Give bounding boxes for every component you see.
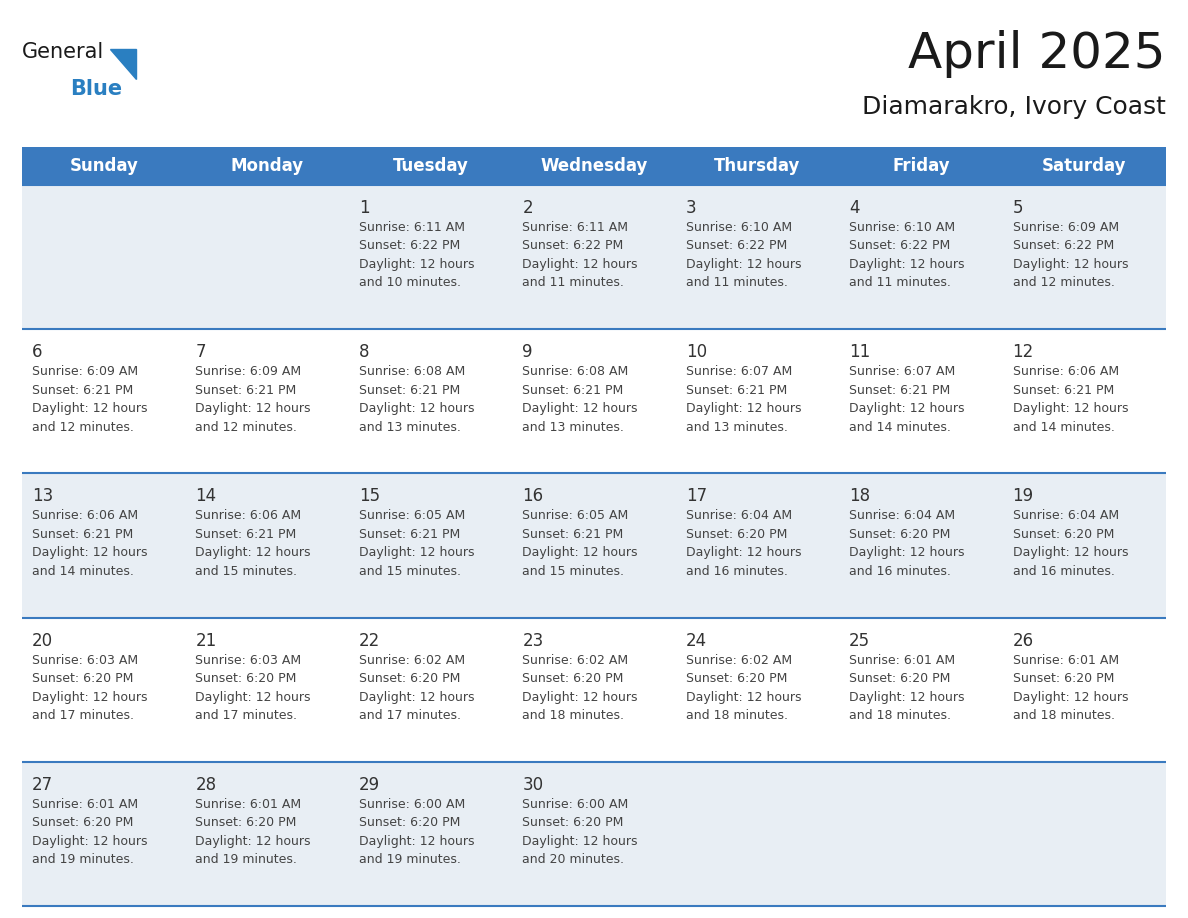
Text: General: General bbox=[23, 42, 105, 62]
Text: Sunrise: 6:09 AM
Sunset: 6:21 PM
Daylight: 12 hours
and 12 minutes.: Sunrise: 6:09 AM Sunset: 6:21 PM Dayligh… bbox=[32, 365, 147, 433]
Text: Sunrise: 6:09 AM
Sunset: 6:21 PM
Daylight: 12 hours
and 12 minutes.: Sunrise: 6:09 AM Sunset: 6:21 PM Dayligh… bbox=[196, 365, 311, 433]
Text: 4: 4 bbox=[849, 199, 860, 217]
Bar bbox=[23, 762, 1165, 906]
Text: Saturday: Saturday bbox=[1042, 157, 1126, 175]
Text: Friday: Friday bbox=[892, 157, 949, 175]
Text: Sunrise: 6:11 AM
Sunset: 6:22 PM
Daylight: 12 hours
and 10 minutes.: Sunrise: 6:11 AM Sunset: 6:22 PM Dayligh… bbox=[359, 221, 474, 289]
Text: 7: 7 bbox=[196, 343, 206, 361]
Bar bbox=[23, 618, 1165, 762]
Text: Sunrise: 6:02 AM
Sunset: 6:20 PM
Daylight: 12 hours
and 18 minutes.: Sunrise: 6:02 AM Sunset: 6:20 PM Dayligh… bbox=[523, 654, 638, 722]
Text: Sunrise: 6:01 AM
Sunset: 6:20 PM
Daylight: 12 hours
and 18 minutes.: Sunrise: 6:01 AM Sunset: 6:20 PM Dayligh… bbox=[849, 654, 965, 722]
Text: 25: 25 bbox=[849, 632, 871, 650]
Text: Sunrise: 6:04 AM
Sunset: 6:20 PM
Daylight: 12 hours
and 16 minutes.: Sunrise: 6:04 AM Sunset: 6:20 PM Dayligh… bbox=[849, 509, 965, 578]
Text: 3: 3 bbox=[685, 199, 696, 217]
Text: Sunrise: 6:05 AM
Sunset: 6:21 PM
Daylight: 12 hours
and 15 minutes.: Sunrise: 6:05 AM Sunset: 6:21 PM Dayligh… bbox=[359, 509, 474, 578]
Text: 19: 19 bbox=[1012, 487, 1034, 506]
Text: 6: 6 bbox=[32, 343, 43, 361]
Text: 20: 20 bbox=[32, 632, 53, 650]
Text: Blue: Blue bbox=[70, 79, 122, 99]
Text: Sunrise: 6:01 AM
Sunset: 6:20 PM
Daylight: 12 hours
and 18 minutes.: Sunrise: 6:01 AM Sunset: 6:20 PM Dayligh… bbox=[1012, 654, 1129, 722]
Text: Sunrise: 6:04 AM
Sunset: 6:20 PM
Daylight: 12 hours
and 16 minutes.: Sunrise: 6:04 AM Sunset: 6:20 PM Dayligh… bbox=[685, 509, 801, 578]
Text: Sunrise: 6:01 AM
Sunset: 6:20 PM
Daylight: 12 hours
and 19 minutes.: Sunrise: 6:01 AM Sunset: 6:20 PM Dayligh… bbox=[32, 798, 147, 867]
Text: 18: 18 bbox=[849, 487, 871, 506]
Text: Sunrise: 6:06 AM
Sunset: 6:21 PM
Daylight: 12 hours
and 15 minutes.: Sunrise: 6:06 AM Sunset: 6:21 PM Dayligh… bbox=[196, 509, 311, 578]
Text: Sunrise: 6:11 AM
Sunset: 6:22 PM
Daylight: 12 hours
and 11 minutes.: Sunrise: 6:11 AM Sunset: 6:22 PM Dayligh… bbox=[523, 221, 638, 289]
Text: Diamarakro, Ivory Coast: Diamarakro, Ivory Coast bbox=[862, 95, 1165, 119]
Text: Thursday: Thursday bbox=[714, 157, 801, 175]
Text: 15: 15 bbox=[359, 487, 380, 506]
Text: 1: 1 bbox=[359, 199, 369, 217]
Text: 16: 16 bbox=[523, 487, 543, 506]
Text: 24: 24 bbox=[685, 632, 707, 650]
Text: April 2025: April 2025 bbox=[909, 30, 1165, 78]
Text: Sunrise: 6:10 AM
Sunset: 6:22 PM
Daylight: 12 hours
and 11 minutes.: Sunrise: 6:10 AM Sunset: 6:22 PM Dayligh… bbox=[685, 221, 801, 289]
Text: Sunrise: 6:00 AM
Sunset: 6:20 PM
Daylight: 12 hours
and 20 minutes.: Sunrise: 6:00 AM Sunset: 6:20 PM Dayligh… bbox=[523, 798, 638, 867]
Text: Sunrise: 6:06 AM
Sunset: 6:21 PM
Daylight: 12 hours
and 14 minutes.: Sunrise: 6:06 AM Sunset: 6:21 PM Dayligh… bbox=[32, 509, 147, 578]
Text: Sunrise: 6:02 AM
Sunset: 6:20 PM
Daylight: 12 hours
and 18 minutes.: Sunrise: 6:02 AM Sunset: 6:20 PM Dayligh… bbox=[685, 654, 801, 722]
Text: Sunrise: 6:09 AM
Sunset: 6:22 PM
Daylight: 12 hours
and 12 minutes.: Sunrise: 6:09 AM Sunset: 6:22 PM Dayligh… bbox=[1012, 221, 1129, 289]
Text: 10: 10 bbox=[685, 343, 707, 361]
Text: Sunrise: 6:07 AM
Sunset: 6:21 PM
Daylight: 12 hours
and 14 minutes.: Sunrise: 6:07 AM Sunset: 6:21 PM Dayligh… bbox=[849, 365, 965, 433]
Text: 22: 22 bbox=[359, 632, 380, 650]
Bar bbox=[23, 474, 1165, 618]
Bar bbox=[23, 147, 1165, 185]
Text: Sunrise: 6:10 AM
Sunset: 6:22 PM
Daylight: 12 hours
and 11 minutes.: Sunrise: 6:10 AM Sunset: 6:22 PM Dayligh… bbox=[849, 221, 965, 289]
Text: Sunrise: 6:06 AM
Sunset: 6:21 PM
Daylight: 12 hours
and 14 minutes.: Sunrise: 6:06 AM Sunset: 6:21 PM Dayligh… bbox=[1012, 365, 1129, 433]
Text: 14: 14 bbox=[196, 487, 216, 506]
Text: Sunrise: 6:05 AM
Sunset: 6:21 PM
Daylight: 12 hours
and 15 minutes.: Sunrise: 6:05 AM Sunset: 6:21 PM Dayligh… bbox=[523, 509, 638, 578]
Text: Sunrise: 6:04 AM
Sunset: 6:20 PM
Daylight: 12 hours
and 16 minutes.: Sunrise: 6:04 AM Sunset: 6:20 PM Dayligh… bbox=[1012, 509, 1129, 578]
Text: 13: 13 bbox=[32, 487, 53, 506]
Text: Sunrise: 6:08 AM
Sunset: 6:21 PM
Daylight: 12 hours
and 13 minutes.: Sunrise: 6:08 AM Sunset: 6:21 PM Dayligh… bbox=[523, 365, 638, 433]
Text: 26: 26 bbox=[1012, 632, 1034, 650]
Text: Sunrise: 6:07 AM
Sunset: 6:21 PM
Daylight: 12 hours
and 13 minutes.: Sunrise: 6:07 AM Sunset: 6:21 PM Dayligh… bbox=[685, 365, 801, 433]
Text: Sunrise: 6:08 AM
Sunset: 6:21 PM
Daylight: 12 hours
and 13 minutes.: Sunrise: 6:08 AM Sunset: 6:21 PM Dayligh… bbox=[359, 365, 474, 433]
Text: 11: 11 bbox=[849, 343, 871, 361]
Text: Sunrise: 6:02 AM
Sunset: 6:20 PM
Daylight: 12 hours
and 17 minutes.: Sunrise: 6:02 AM Sunset: 6:20 PM Dayligh… bbox=[359, 654, 474, 722]
Text: Sunrise: 6:01 AM
Sunset: 6:20 PM
Daylight: 12 hours
and 19 minutes.: Sunrise: 6:01 AM Sunset: 6:20 PM Dayligh… bbox=[196, 798, 311, 867]
Bar bbox=[23, 185, 1165, 330]
Text: 8: 8 bbox=[359, 343, 369, 361]
Text: 30: 30 bbox=[523, 776, 543, 794]
Text: Wednesday: Wednesday bbox=[541, 157, 647, 175]
Text: 5: 5 bbox=[1012, 199, 1023, 217]
Text: Monday: Monday bbox=[230, 157, 304, 175]
Text: 17: 17 bbox=[685, 487, 707, 506]
Text: 2: 2 bbox=[523, 199, 533, 217]
Text: 21: 21 bbox=[196, 632, 216, 650]
Bar bbox=[23, 330, 1165, 474]
Text: 12: 12 bbox=[1012, 343, 1034, 361]
Polygon shape bbox=[110, 49, 135, 79]
Text: Tuesday: Tuesday bbox=[392, 157, 468, 175]
Text: 23: 23 bbox=[523, 632, 544, 650]
Text: 9: 9 bbox=[523, 343, 532, 361]
Text: Sunrise: 6:03 AM
Sunset: 6:20 PM
Daylight: 12 hours
and 17 minutes.: Sunrise: 6:03 AM Sunset: 6:20 PM Dayligh… bbox=[32, 654, 147, 722]
Text: 27: 27 bbox=[32, 776, 53, 794]
Text: Sunrise: 6:03 AM
Sunset: 6:20 PM
Daylight: 12 hours
and 17 minutes.: Sunrise: 6:03 AM Sunset: 6:20 PM Dayligh… bbox=[196, 654, 311, 722]
Text: Sunday: Sunday bbox=[69, 157, 138, 175]
Text: Sunrise: 6:00 AM
Sunset: 6:20 PM
Daylight: 12 hours
and 19 minutes.: Sunrise: 6:00 AM Sunset: 6:20 PM Dayligh… bbox=[359, 798, 474, 867]
Text: 29: 29 bbox=[359, 776, 380, 794]
Text: 28: 28 bbox=[196, 776, 216, 794]
